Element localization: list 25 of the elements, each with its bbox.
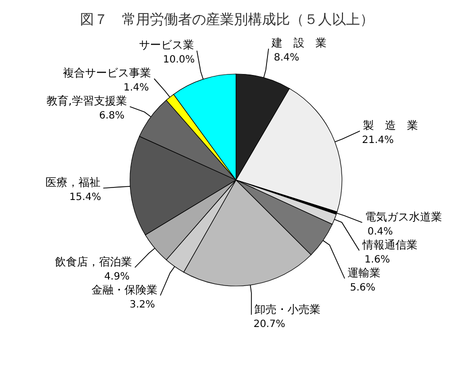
data-label: 0.4%	[367, 226, 393, 238]
data-label: 1.4%	[123, 82, 149, 94]
data-label: 4.9%	[104, 271, 130, 282]
slice-label: 情報通信業	[361, 238, 418, 252]
slice-label: 電気ガス水道業	[365, 210, 442, 224]
slice-label: 複合サービス事業	[63, 66, 152, 80]
slice-label: 製 造 業	[362, 119, 418, 132]
slice-label: 教育,学習支援業	[46, 94, 127, 108]
slice-label: 卸売・小売業	[254, 302, 320, 316]
chart-title: 図７ 常用労働者の産業別構成比（５人以上）	[80, 12, 374, 28]
slice-label: 金融・保険業	[91, 283, 158, 296]
slice-label: サービス業	[138, 38, 194, 52]
data-label: 21.4%	[362, 135, 394, 146]
slice-label: 飲食店，宿泊業	[54, 255, 132, 268]
data-label: 10.0%	[163, 54, 195, 66]
data-label: 6.8%	[99, 110, 125, 122]
data-label: 5.6%	[350, 282, 376, 294]
slice-label: 運輸業	[348, 266, 381, 280]
data-label: 15.4%	[69, 192, 102, 204]
data-label: 3.2%	[130, 299, 156, 310]
slice-label: 建 設 業	[270, 36, 327, 50]
data-label: 20.7%	[253, 318, 286, 330]
data-label: 8.4%	[274, 52, 300, 64]
data-label: 1.6%	[364, 254, 390, 266]
slice-label: 医療，福祉	[45, 176, 100, 190]
